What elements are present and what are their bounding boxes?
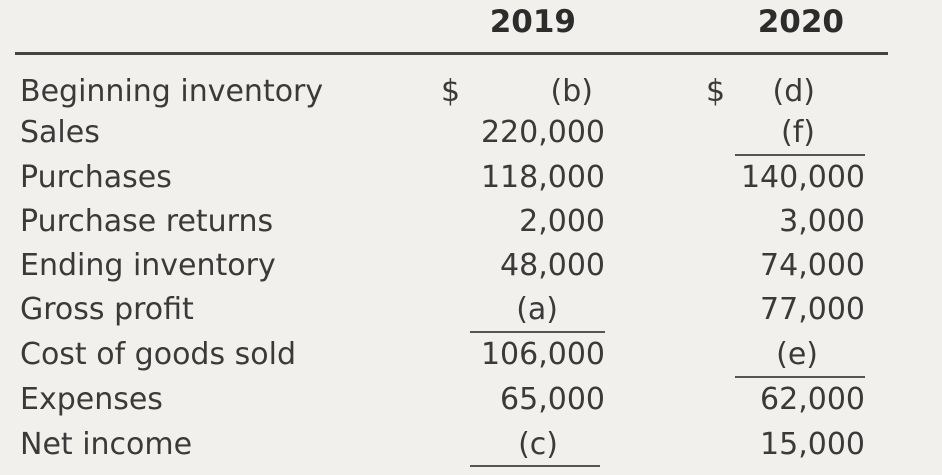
value-2019: (a): [516, 292, 558, 327]
underline-2020: [735, 154, 865, 156]
dollar-sign-2020: $: [706, 74, 726, 109]
value-2019: (b): [550, 74, 593, 109]
value-2019: 118,000: [480, 160, 605, 195]
value-2019: (c): [518, 427, 558, 462]
table-row: Beginning inventory $ (b) $ (d): [0, 70, 942, 114]
row-label: Ending inventory: [20, 248, 276, 283]
value-2019: 220,000: [480, 115, 605, 150]
table-row: Purchase returns 2,000 3,000: [0, 200, 942, 244]
value-2020: (d): [772, 74, 815, 109]
value-2019: 2,000: [519, 204, 605, 239]
value-2020: (e): [776, 337, 818, 372]
value-2020: 77,000: [760, 292, 865, 327]
row-label: Beginning inventory: [20, 74, 324, 109]
underline-2020: [735, 376, 865, 378]
underline-2019: [470, 331, 605, 333]
row-label: Gross profit: [20, 292, 194, 327]
row-label: Net income: [20, 427, 193, 462]
value-2020: 140,000: [740, 160, 865, 195]
value-2019: 106,000: [480, 337, 605, 372]
table-row: Net income (c) 15,000: [0, 423, 942, 467]
year-header-2019: 2019: [489, 4, 576, 40]
table-row: Purchases 118,000 140,000: [0, 156, 942, 200]
row-label: Cost of goods sold: [20, 337, 297, 372]
row-label: Purchases: [20, 160, 172, 195]
value-2019: 65,000: [500, 382, 605, 417]
row-label: Expenses: [20, 382, 163, 417]
value-2020: 74,000: [760, 248, 865, 283]
table-row: Sales 220,000 (f): [0, 111, 942, 155]
value-2020: 3,000: [779, 204, 865, 239]
value-2020: 15,000: [760, 427, 865, 462]
table-row: Expenses 65,000 62,000: [0, 378, 942, 422]
value-2020: 62,000: [760, 382, 865, 417]
table-row: Cost of goods sold 106,000 (e): [0, 333, 942, 377]
value-2020: (f): [781, 115, 815, 150]
value-2019: 48,000: [500, 248, 605, 283]
row-label: Purchase returns: [20, 204, 274, 239]
table-row: Gross profit (a) 77,000: [0, 288, 942, 332]
dollar-sign-2019: $: [441, 74, 461, 109]
row-label: Sales: [20, 115, 100, 150]
underline-2019: [470, 465, 600, 467]
table-row: Ending inventory 48,000 74,000: [0, 244, 942, 288]
year-header-2020: 2020: [757, 4, 844, 40]
header-rule: [15, 52, 888, 55]
